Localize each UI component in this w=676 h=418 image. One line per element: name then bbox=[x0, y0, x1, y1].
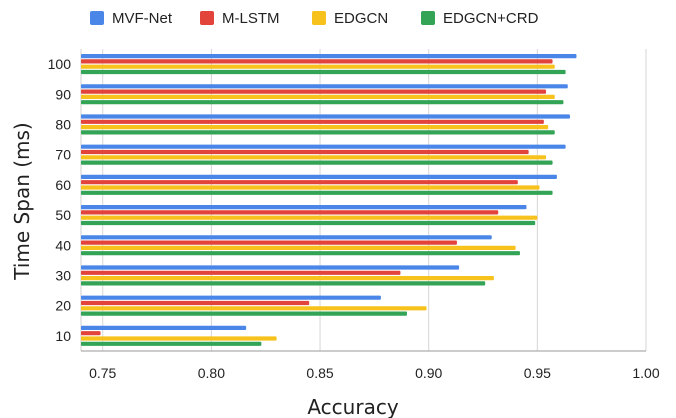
x-tick-labels: 0.75 0.80 0.85 0.90 0.95 1.00 bbox=[89, 365, 660, 381]
bar-edgcn-50 bbox=[81, 215, 538, 220]
y-tick-label: 80 bbox=[55, 116, 71, 132]
bar-m-lstm-50 bbox=[81, 210, 499, 215]
bar-m-lstm-10 bbox=[81, 331, 101, 336]
y-tick-label: 70 bbox=[55, 147, 71, 163]
bar-edgcn-crd-30 bbox=[81, 281, 486, 286]
legend: MVF-Net M-LSTM EDGCN EDGCN+CRD bbox=[90, 10, 539, 27]
bar-m-lstm-70 bbox=[81, 149, 529, 155]
bar-m-lstm-20 bbox=[81, 300, 310, 306]
bar-edgcn-crd-100 bbox=[81, 69, 566, 75]
x-tick-label: 0.95 bbox=[524, 365, 551, 381]
bar-m-lstm-60 bbox=[81, 180, 518, 185]
bar-mvf-net-100 bbox=[81, 54, 577, 59]
legend-label: M-LSTM bbox=[222, 10, 280, 27]
legend-label: EDGCN bbox=[334, 10, 388, 27]
bar-edgcn-30 bbox=[81, 276, 494, 281]
x-tick-label: 0.75 bbox=[89, 365, 116, 381]
bar-edgcn-crd-10 bbox=[81, 341, 262, 346]
x-axis-title: Accuracy bbox=[307, 395, 398, 418]
bar-edgcn-crd-60 bbox=[81, 190, 553, 195]
bar-edgcn-10 bbox=[81, 336, 277, 341]
bar-mvf-net-80 bbox=[81, 114, 570, 119]
bar-mvf-net-90 bbox=[81, 84, 568, 89]
bar-mvf-net-30 bbox=[81, 265, 460, 270]
bar-edgcn-70 bbox=[81, 155, 547, 160]
bar-edgcn-crd-20 bbox=[81, 311, 407, 316]
x-tick-label: 0.85 bbox=[306, 365, 333, 381]
bar-m-lstm-80 bbox=[81, 119, 544, 124]
bar-mvf-net-60 bbox=[81, 174, 557, 179]
bar-edgcn-crd-80 bbox=[81, 130, 555, 135]
x-tick-label: 0.80 bbox=[198, 365, 225, 381]
bar-edgcn-crd-50 bbox=[81, 220, 536, 226]
bar-edgcn-crd-40 bbox=[81, 251, 520, 256]
bar-edgcn-60 bbox=[81, 185, 540, 190]
y-tick-label: 100 bbox=[48, 56, 72, 72]
bar-m-lstm-100 bbox=[81, 59, 553, 64]
y-tick-label: 30 bbox=[55, 267, 71, 283]
y-tick-label: 60 bbox=[55, 177, 71, 193]
bar-edgcn-crd-90 bbox=[81, 100, 564, 105]
legend-label: MVF-Net bbox=[112, 10, 173, 27]
x-tick-label: 0.90 bbox=[415, 365, 442, 381]
legend-swatch bbox=[421, 11, 435, 25]
bar-edgcn-20 bbox=[81, 306, 427, 311]
y-axis-title: Time Span (ms) bbox=[10, 122, 34, 281]
bar-edgcn-40 bbox=[81, 245, 516, 250]
bar-m-lstm-30 bbox=[81, 270, 401, 275]
gridlines bbox=[80, 49, 647, 352]
bar-edgcn-100 bbox=[81, 64, 555, 69]
y-tick-label: 20 bbox=[55, 298, 71, 314]
bar-edgcn-90 bbox=[81, 94, 555, 99]
y-tick-label: 40 bbox=[55, 237, 71, 253]
bar-mvf-net-20 bbox=[81, 295, 381, 300]
bars bbox=[81, 54, 577, 346]
y-tick-label: 90 bbox=[55, 86, 71, 102]
legend-label: EDGCN+CRD bbox=[443, 10, 539, 27]
legend-swatch bbox=[90, 11, 104, 25]
bar-edgcn-80 bbox=[81, 125, 549, 130]
legend-swatch bbox=[200, 11, 214, 25]
bar-mvf-net-70 bbox=[81, 144, 566, 149]
legend-swatch bbox=[312, 11, 326, 25]
bar-mvf-net-50 bbox=[81, 205, 527, 210]
bar-mvf-net-10 bbox=[81, 325, 247, 330]
y-tick-label: 10 bbox=[55, 328, 71, 344]
y-tick-label: 50 bbox=[55, 207, 71, 223]
bar-edgcn-crd-70 bbox=[81, 160, 553, 165]
bar-mvf-net-40 bbox=[81, 235, 492, 240]
bar-m-lstm-90 bbox=[81, 89, 547, 94]
bar-m-lstm-40 bbox=[81, 240, 457, 245]
y-tick-labels: 100 90 80 70 60 50 40 30 20 10 bbox=[48, 56, 72, 344]
x-tick-label: 1.00 bbox=[632, 365, 659, 381]
